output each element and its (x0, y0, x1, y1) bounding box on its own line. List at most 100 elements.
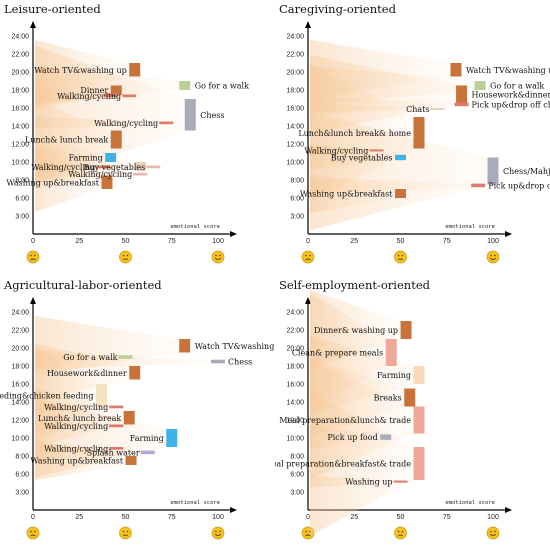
activity-bar (413, 447, 425, 480)
x-tick-label: 75 (443, 238, 451, 245)
sad-face-disc (301, 250, 315, 264)
face-eye (397, 254, 400, 257)
activity-label: Walking/cycling (44, 444, 108, 453)
face-eye (30, 530, 32, 533)
activity-label: Clean& prepare meals (292, 349, 383, 358)
chart-agricultural-labor: Agricultural-labor-oriented 3:00 6:00 8:00 1… (0, 278, 275, 540)
y-tick-label: 6:00 (15, 472, 29, 479)
face-eye (309, 254, 311, 257)
activity-bar (211, 359, 225, 364)
y-tick-label: 22:00 (11, 328, 29, 335)
y-tick-label: 16:00 (11, 106, 29, 113)
activity-label: Breaks (374, 394, 402, 403)
panel-caregiving: Caregiving-oriented 3:00 6:00 8:00 10:00 12:0… (275, 0, 550, 275)
y-tick-label: 12:00 (286, 418, 304, 425)
chart-self-employment: Self-employment-oriented 3:00 6:00 8:00 10:0… (275, 278, 512, 540)
activity-label: Chess (228, 358, 252, 367)
chart-caregiving: Caregiving-oriented 3:00 6:00 8:00 10:00 12:0… (279, 2, 550, 264)
face-eye (305, 530, 307, 533)
neutral-face-disc (394, 526, 407, 540)
face-eye (219, 530, 221, 533)
y-tick-label: 3:00 (290, 214, 304, 221)
y-tick-label: 10:00 (286, 436, 304, 443)
face-eye (494, 530, 496, 533)
y-tick-label: 8:00 (290, 454, 304, 461)
x-axis-arrow (230, 231, 237, 237)
y-tick-label: 20:00 (11, 70, 29, 77)
x-tick-label: 50 (397, 514, 405, 521)
sad-face-disc (26, 250, 40, 264)
face-eye (401, 530, 404, 533)
x-tick-label: 0 (306, 238, 310, 245)
x-axis-arrow (505, 507, 512, 513)
face-mouth (214, 533, 222, 537)
face-eye (494, 254, 496, 257)
y-tick-label: 16:00 (286, 106, 304, 113)
face-eye (490, 254, 492, 257)
x-axis-arrow (230, 507, 237, 513)
face-eye (219, 254, 221, 257)
y-tick-label: 10:00 (286, 160, 304, 167)
face-eye (305, 254, 307, 257)
activity-label: Walking/cycling (44, 422, 108, 431)
activity-label: Chess (200, 111, 224, 120)
activity-label: Splash water (87, 448, 140, 457)
activity-bar (110, 85, 122, 95)
y-tick-label: 3:00 (15, 214, 29, 221)
activity-label: Go for a walk (195, 82, 249, 91)
y-tick-label: 24:00 (286, 34, 304, 41)
face-eye (34, 530, 36, 533)
x-axis-arrow (505, 231, 512, 237)
y-tick-label: 24:00 (11, 34, 29, 41)
happy-face-icon (211, 250, 225, 264)
activity-bar (129, 63, 141, 77)
activity-label: Watch TV&washing up (466, 66, 550, 75)
activity-label: Walking/cycling (57, 92, 121, 101)
x-axis-label: emotional score (170, 224, 220, 230)
y-tick-label: 3:00 (15, 490, 29, 497)
activity-label: Chats (406, 105, 429, 114)
activity-bar (103, 93, 118, 98)
activity-label: Watch TV&washing up (195, 342, 275, 351)
y-tick-label: 22:00 (286, 52, 304, 59)
activity-bar (184, 99, 196, 131)
face-mouth (214, 257, 222, 261)
activity-bar (95, 384, 107, 407)
panel-agricultural-labor: Agricultural-labor-oriented 3:00 6:00 8:00 1… (0, 276, 275, 551)
y-axis-arrow (30, 297, 36, 304)
neutral-face-icon (119, 526, 132, 540)
activity-label: Housework&dinner (472, 91, 550, 100)
sad-face-disc (26, 526, 40, 540)
activity-bar (110, 130, 122, 149)
y-tick-label: 20:00 (286, 346, 304, 353)
x-tick-label: 0 (31, 238, 35, 245)
y-tick-label: 6:00 (290, 472, 304, 479)
y-tick-label: 6:00 (290, 196, 304, 203)
activity-bar (413, 117, 425, 149)
x-tick-label: 25 (350, 514, 358, 521)
x-tick-label: 0 (306, 514, 310, 521)
x-tick-label: 100 (212, 238, 224, 245)
y-tick-label: 18:00 (11, 88, 29, 95)
sad-face-icon (26, 526, 40, 540)
happy-face-icon (486, 250, 500, 264)
activity-bar (125, 456, 137, 465)
y-tick-label: 18:00 (286, 88, 304, 95)
activity-bar (454, 102, 469, 107)
y-tick-label: 16:00 (11, 382, 29, 389)
activity-bar (159, 121, 174, 125)
activity-bar (179, 339, 191, 353)
face-eye (401, 254, 404, 257)
x-tick-label: 100 (487, 238, 499, 245)
activity-label: Go for a walk (490, 82, 544, 91)
chart-leisure: Leisure-oriented 3:00 6:00 8:00 10:00 12:00 14… (4, 2, 249, 264)
activity-label: Washing up&breakfast (30, 457, 123, 466)
neutral-face-disc (119, 250, 132, 264)
y-tick-label: 20:00 (11, 346, 29, 353)
x-tick-label: 75 (443, 514, 451, 521)
happy-face-icon (486, 526, 500, 540)
activity-bar (413, 406, 425, 434)
y-tick-label: 24:00 (11, 310, 29, 317)
activity-label: Lunch&lunch break& home (298, 129, 411, 138)
activity-label: Lunch& lunch break (25, 136, 108, 145)
